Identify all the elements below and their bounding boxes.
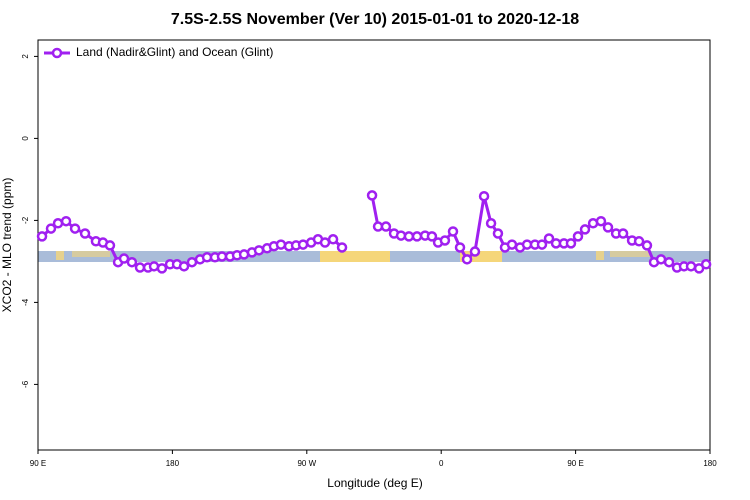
data-point [178,261,190,272]
data-point [69,223,81,234]
data-point [478,190,490,202]
data-point [655,254,667,265]
data-point [380,221,392,232]
data-point [536,239,548,250]
legend: Land (Nadir&Glint) and Ocean (Glint) [44,45,273,59]
plot-frame [37,39,711,451]
legend-marker [51,47,63,59]
data-point [60,215,72,227]
x-tick-label: 180 [166,459,180,468]
data-point [572,231,584,242]
data-point [565,238,577,249]
data-point [327,234,339,245]
data-point [253,245,265,256]
data-point [297,239,309,250]
data-point [36,231,48,242]
data-point [492,228,504,239]
data-point [426,231,438,242]
y-tick-label: 2 [21,54,30,59]
y-tick-label: -2 [21,216,30,224]
data-point [275,239,287,250]
data-point [156,263,168,274]
data-point [52,218,64,229]
data-point [118,253,130,264]
data-point [461,254,473,265]
data-point [79,228,91,239]
data-point [579,224,591,235]
data-point [403,231,415,242]
surface-strip [38,251,710,262]
data-point [506,239,518,250]
data-point [186,256,198,268]
data-point [663,256,675,268]
data-point [700,259,712,270]
x-tick-label: 90 W [297,459,316,468]
chart-title: 7.5S-2.5S November (Ver 10) 2015-01-01 t… [171,11,579,28]
data-point [469,246,481,257]
data-point [216,251,228,262]
y-tick-label: -4 [21,298,30,306]
x-tick-label: 90 E [567,459,583,468]
data-point [602,222,614,233]
data-point [447,226,459,237]
data-point [641,240,653,251]
data-point [485,218,497,229]
data-point [134,262,146,273]
data-point [411,231,423,242]
x-tick-label: 90 E [30,459,46,468]
data-point [595,215,607,227]
data-point [126,256,138,268]
y-axis-label: XCO2 - MLO trend (ppm) [0,178,14,313]
x-tick-label: 180 [703,459,717,468]
legend-label: Land (Nadir&Glint) and Ocean (Glint) [76,45,273,59]
data-point [617,228,629,239]
x-axis-label: Longitude (deg E) [327,476,422,490]
data-point [454,242,466,253]
y-tick-label: -6 [21,380,30,388]
y-tick-label: 0 [21,136,30,141]
data-point [543,233,555,244]
data-point [319,237,331,248]
data-point [45,223,57,234]
x-tick-label: 0 [439,459,444,468]
data-point [439,235,451,246]
data-point [366,190,378,201]
data-point [633,236,645,247]
data-point [336,242,348,253]
data-point [685,261,697,272]
data-point [104,240,116,251]
